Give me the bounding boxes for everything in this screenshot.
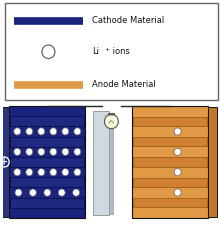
Bar (133, 117, 207, 126)
Bar (133, 137, 207, 146)
Bar (10, 116, 84, 126)
Bar (133, 157, 207, 167)
Circle shape (174, 128, 181, 135)
Circle shape (38, 128, 45, 135)
Circle shape (44, 189, 51, 196)
Text: ions: ions (110, 47, 130, 56)
Circle shape (58, 189, 65, 196)
Circle shape (62, 169, 69, 176)
Bar (208, 107, 217, 217)
Bar (0, 107, 9, 217)
Bar (133, 178, 207, 187)
Circle shape (74, 169, 81, 176)
Bar (10, 137, 84, 146)
Text: Li: Li (92, 47, 99, 56)
Circle shape (50, 148, 57, 155)
Text: Anode Material: Anode Material (92, 80, 156, 89)
Circle shape (14, 128, 21, 135)
Circle shape (26, 148, 33, 155)
Circle shape (14, 148, 21, 155)
Circle shape (62, 128, 69, 135)
Circle shape (38, 169, 45, 176)
Circle shape (104, 114, 118, 129)
Bar (132, 106, 208, 218)
Bar (109, 113, 113, 214)
Text: Cathode Material: Cathode Material (92, 16, 164, 25)
Circle shape (174, 148, 181, 155)
Bar (133, 198, 207, 207)
Circle shape (50, 169, 57, 176)
Circle shape (74, 148, 81, 155)
Circle shape (26, 128, 33, 135)
Text: +: + (104, 47, 110, 52)
Bar (93, 111, 109, 215)
Circle shape (15, 189, 22, 196)
Bar (108, 113, 114, 115)
Text: +: + (0, 157, 9, 167)
Circle shape (14, 169, 21, 176)
Circle shape (174, 169, 181, 176)
Circle shape (62, 148, 69, 155)
Circle shape (50, 128, 57, 135)
Bar (10, 198, 84, 208)
Circle shape (174, 189, 181, 196)
Circle shape (26, 169, 33, 176)
Bar (9, 106, 85, 218)
Circle shape (73, 189, 80, 196)
Circle shape (38, 148, 45, 155)
Circle shape (42, 45, 55, 58)
Bar (5, 3, 218, 100)
Circle shape (29, 189, 36, 196)
Bar (10, 157, 84, 167)
Circle shape (0, 157, 9, 167)
Circle shape (74, 128, 81, 135)
Bar (10, 178, 84, 187)
